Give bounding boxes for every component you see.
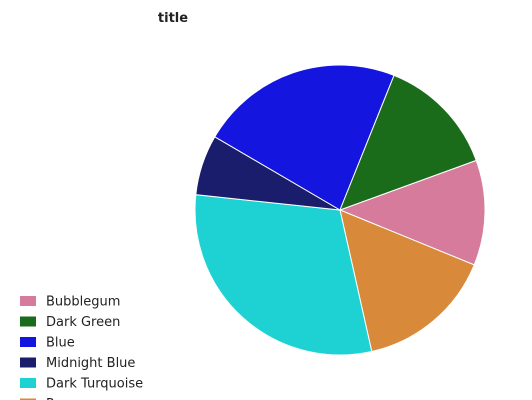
pie-slice-peru	[339, 209, 475, 353]
legend-swatch-dark-green	[20, 316, 36, 327]
legend-label-midnight-blue: Midnight Blue	[46, 356, 135, 371]
legend: Bubblegum Dark Green Blue Midnight Blue Dark…	[20, 295, 143, 400]
legend-swatch-blue	[20, 337, 36, 347]
legend-label-blue: Blue	[46, 336, 75, 351]
legend-label-bubblegum: Bubblegum	[46, 295, 120, 310]
pie-slice-bubblegum	[338, 159, 486, 266]
legend-label-peru: Peru	[46, 397, 75, 400]
pie-slice-blue	[214, 64, 395, 211]
pie-slices	[194, 64, 486, 356]
legend-swatch-bubblegum	[20, 296, 36, 306]
pie-slice-dark-turquoise	[194, 194, 373, 356]
pie-slice-dark-green	[339, 74, 477, 211]
legend-swatch-midnight-blue	[20, 357, 36, 368]
chart-title: title	[158, 11, 188, 26]
legend-swatch-peru	[20, 398, 36, 400]
legend-label-dark-turquoise: Dark Turquoise	[46, 377, 143, 392]
legend-label-dark-green: Dark Green	[46, 315, 120, 330]
legend-swatch-dark-turquoise	[20, 378, 36, 388]
